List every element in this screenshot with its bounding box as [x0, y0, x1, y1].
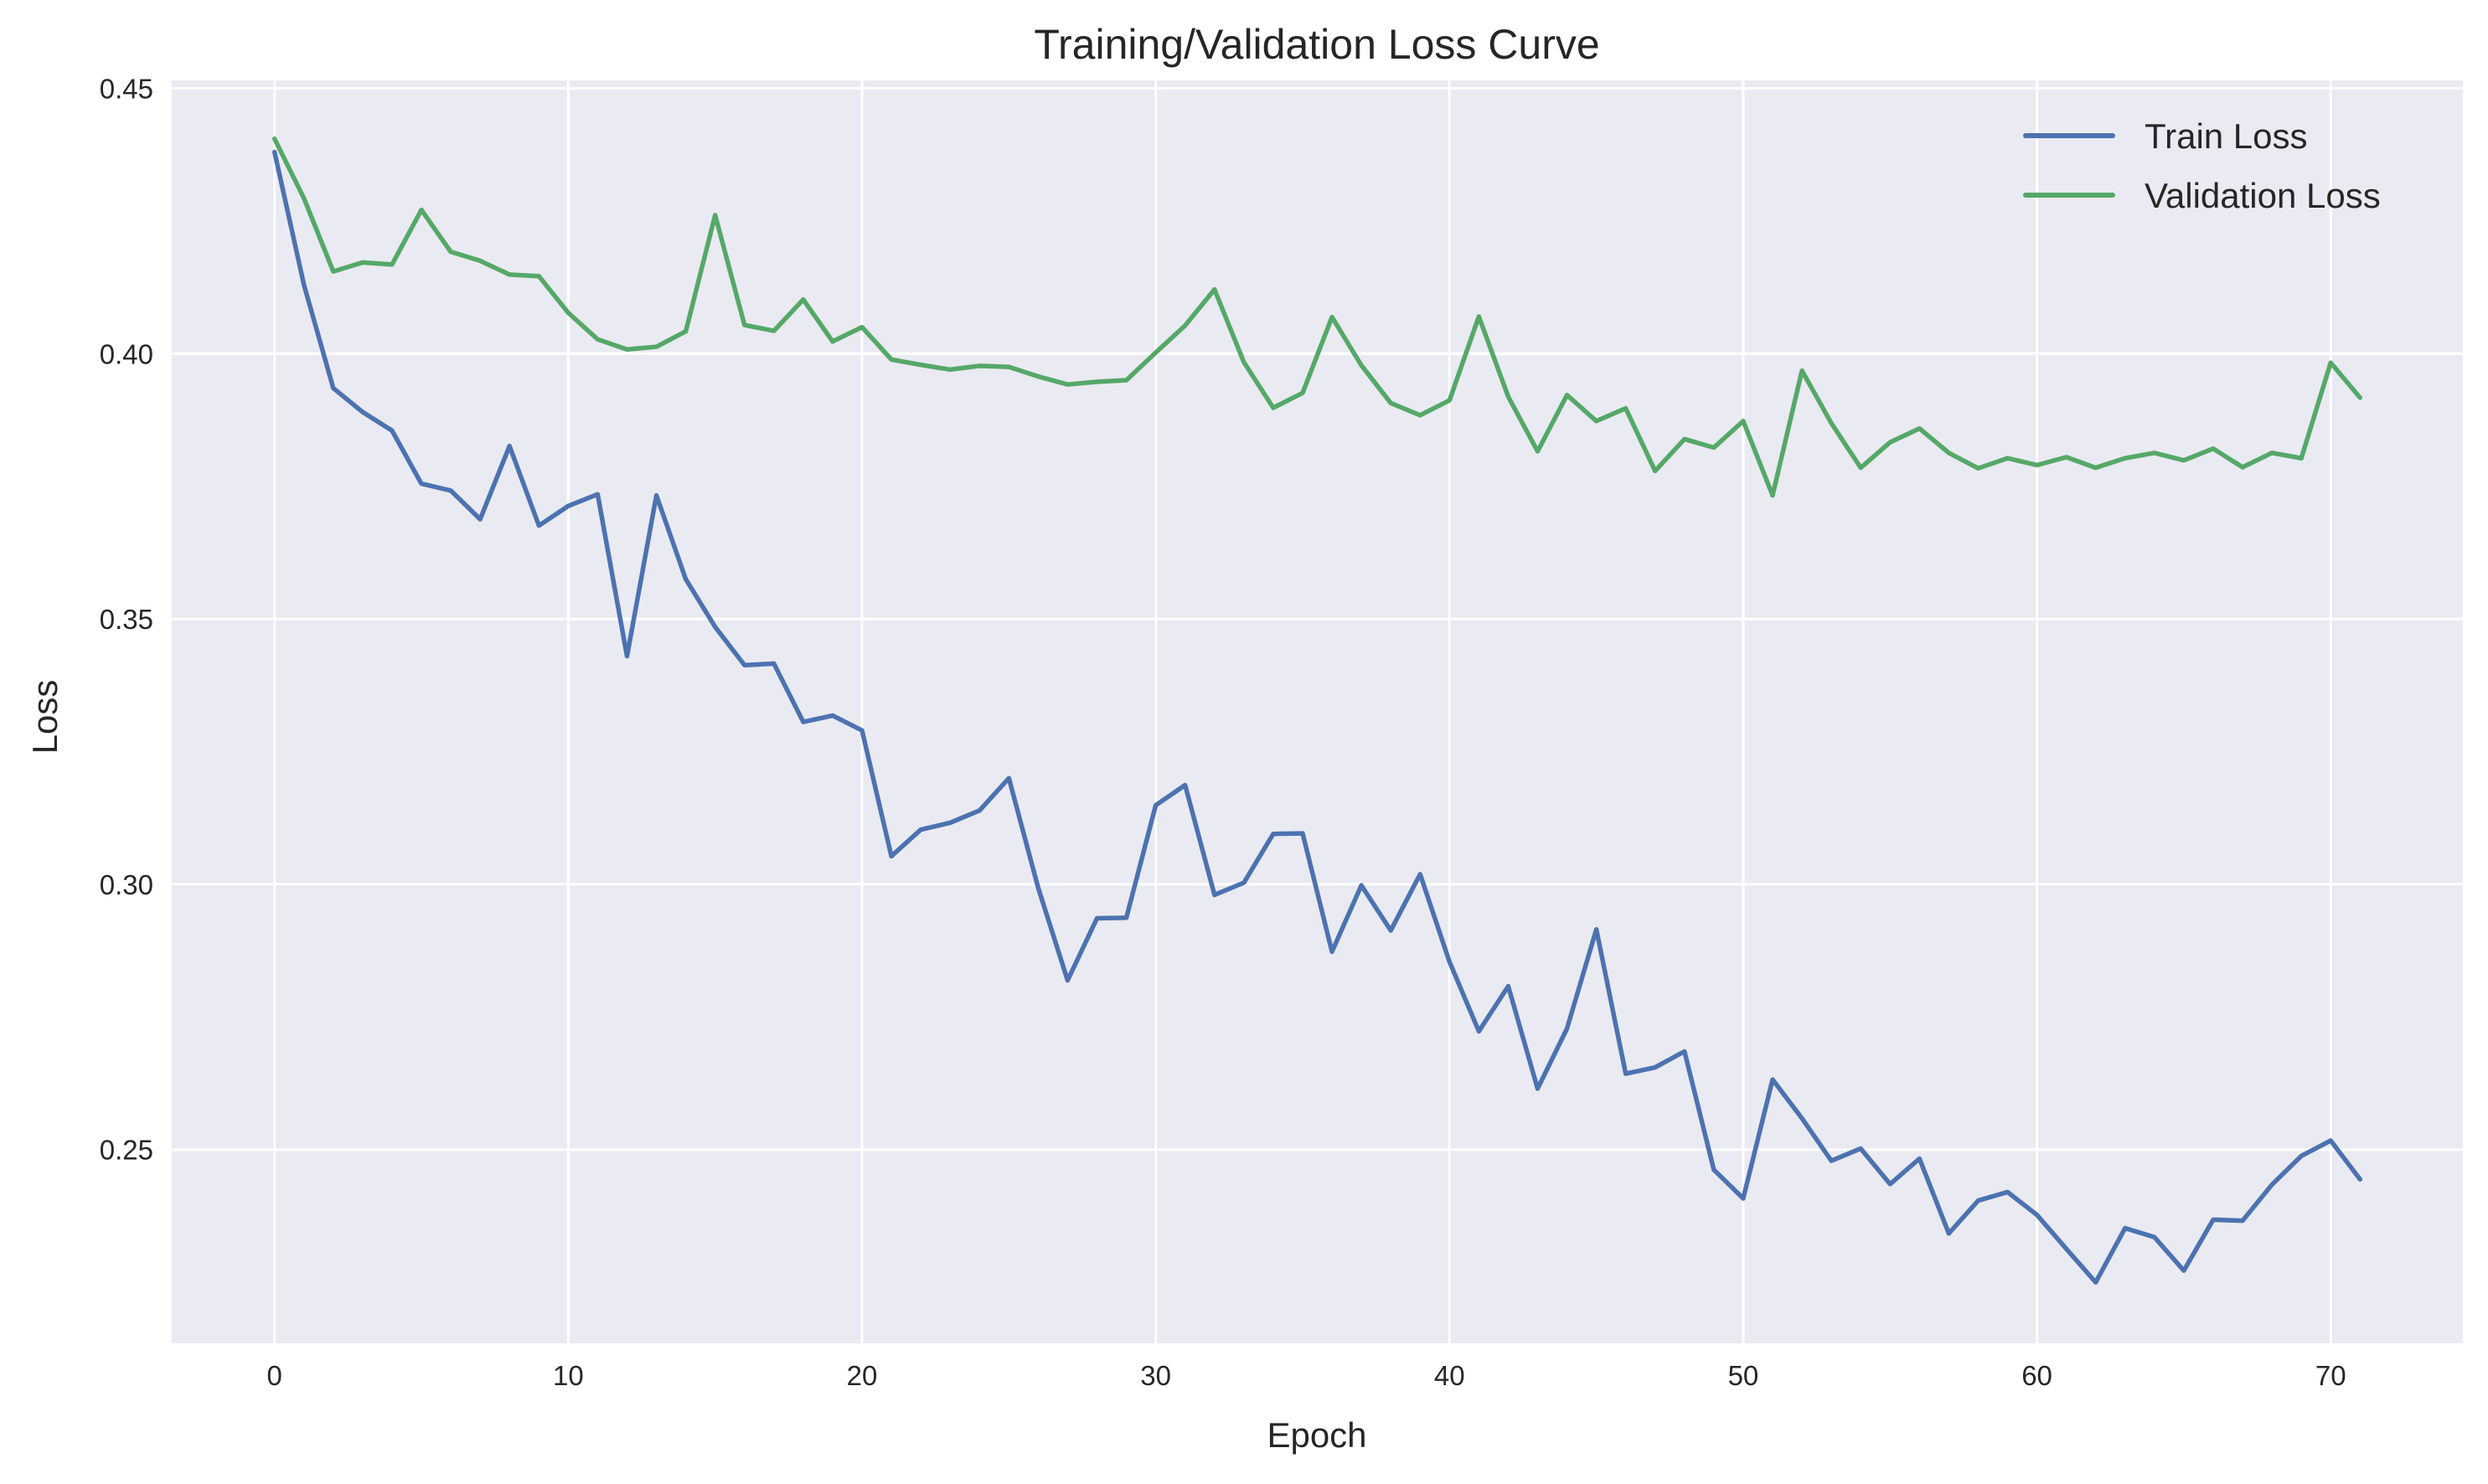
y-tick-label: 0.25	[100, 1135, 153, 1166]
x-tick-label: 10	[553, 1360, 584, 1391]
y-axis-title: Loss	[25, 680, 65, 755]
grid-lines	[172, 80, 2463, 1343]
x-tick-labels: 0 10 20 30 40 50 60 70	[267, 1360, 2346, 1391]
x-tick-label: 0	[267, 1360, 282, 1391]
y-tick-label: 0.30	[100, 869, 153, 900]
x-tick-label: 40	[1434, 1360, 1465, 1391]
validation-loss-line	[271, 136, 2363, 498]
y-tick-label: 0.35	[100, 604, 153, 635]
x-tick-label: 50	[1728, 1360, 1759, 1391]
plot-background	[172, 80, 2463, 1343]
x-tick-label: 60	[2021, 1360, 2052, 1391]
x-tick-label: 70	[2315, 1360, 2346, 1391]
y-tick-label: 0.45	[100, 74, 153, 105]
legend: Train Loss Validation Loss	[2023, 116, 2381, 215]
y-tick-labels: 0.25 0.30 0.35 0.40 0.45	[100, 74, 153, 1166]
x-axis-title: Epoch	[1267, 1415, 1366, 1455]
series-lines	[271, 136, 2363, 1285]
chart-title: Training/Validation Loss Curve	[1034, 21, 1599, 68]
train-loss-line	[271, 149, 2363, 1285]
y-tick-label: 0.40	[100, 338, 153, 369]
x-tick-label: 30	[1140, 1360, 1171, 1391]
legend-label-train: Train Loss	[2145, 116, 2308, 156]
x-tick-label: 20	[847, 1360, 878, 1391]
legend-label-validation: Validation Loss	[2145, 176, 2381, 215]
